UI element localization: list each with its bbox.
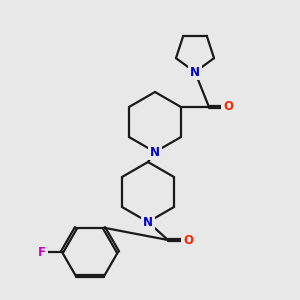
Text: N: N [150,146,160,158]
Text: O: O [183,233,193,247]
Text: O: O [223,100,233,113]
Text: N: N [190,65,200,79]
Text: N: N [143,215,153,229]
Text: F: F [38,245,46,259]
